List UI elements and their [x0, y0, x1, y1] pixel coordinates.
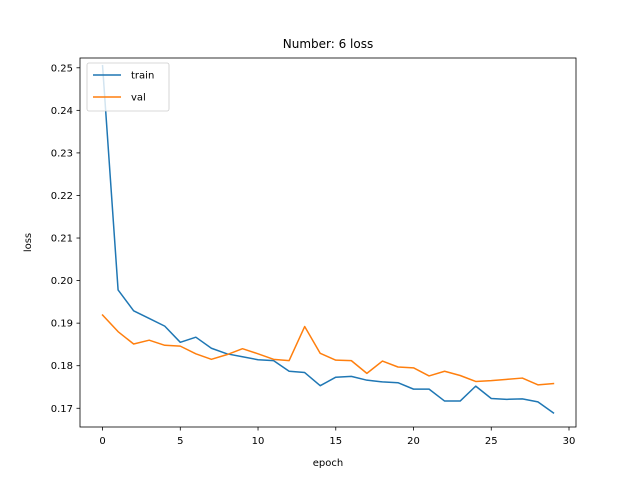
- series-line-val: [101, 314, 555, 386]
- y-tick-label: 0.25: [51, 63, 73, 74]
- x-tick-label: 25: [485, 436, 498, 447]
- y-tick-label: 0.23: [51, 148, 73, 159]
- x-tick-label: 20: [407, 436, 420, 447]
- legend: train val: [86, 62, 170, 112]
- y-tick-label: 0.21: [51, 234, 73, 245]
- x-axis-ticks: 0 5 10 15 20 25 30: [99, 427, 575, 447]
- x-tick-label: 30: [563, 436, 576, 447]
- y-axis-ticks: 0.17 0.18 0.19 0.20 0.21 0.22 0.23 0.24 0.25: [51, 63, 80, 415]
- legend-label-val: val: [131, 93, 146, 104]
- y-tick-label: 0.20: [51, 276, 73, 287]
- y-tick-label: 0.19: [51, 319, 73, 330]
- legend-label-train: train: [131, 71, 154, 82]
- x-tick-label: 5: [177, 436, 183, 447]
- chart-title: Number: 6 loss: [283, 37, 373, 51]
- x-axis-label: epoch: [313, 458, 343, 469]
- y-tick-label: 0.24: [51, 106, 73, 117]
- series-lines: [101, 64, 555, 415]
- series-line-train: [101, 64, 555, 415]
- plot-frame: [79, 57, 577, 428]
- x-tick-label: 0: [99, 436, 105, 447]
- y-tick-label: 0.17: [51, 404, 73, 415]
- y-tick-label: 0.18: [51, 361, 73, 372]
- legend-box: [86, 62, 170, 112]
- y-tick-label: 0.22: [51, 191, 73, 202]
- y-axis-label: loss: [23, 233, 34, 252]
- plot-area: [80, 58, 576, 427]
- x-tick-label: 15: [329, 436, 342, 447]
- x-tick-label: 10: [252, 436, 265, 447]
